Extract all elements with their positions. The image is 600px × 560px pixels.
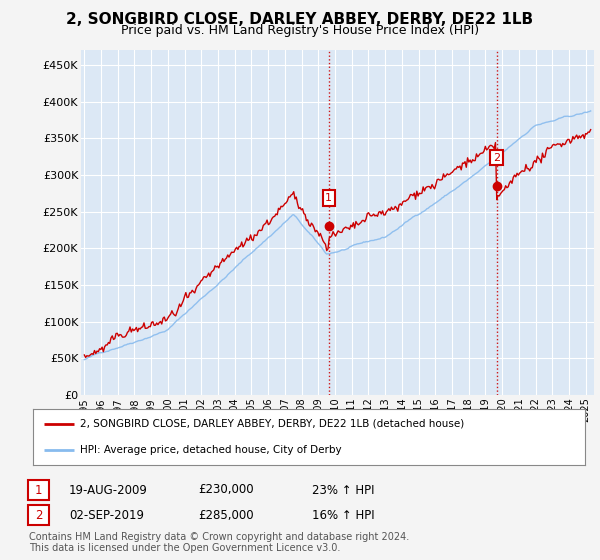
- Text: 19-AUG-2009: 19-AUG-2009: [69, 483, 148, 497]
- Text: HPI: Average price, detached house, City of Derby: HPI: Average price, detached house, City…: [80, 445, 341, 455]
- Text: 16% ↑ HPI: 16% ↑ HPI: [312, 508, 374, 522]
- Text: 1: 1: [325, 193, 332, 203]
- Text: 2, SONGBIRD CLOSE, DARLEY ABBEY, DERBY, DE22 1LB: 2, SONGBIRD CLOSE, DARLEY ABBEY, DERBY, …: [67, 12, 533, 27]
- Text: Contains HM Land Registry data © Crown copyright and database right 2024.
This d: Contains HM Land Registry data © Crown c…: [29, 531, 409, 553]
- Text: 02-SEP-2019: 02-SEP-2019: [69, 508, 144, 522]
- Text: 2, SONGBIRD CLOSE, DARLEY ABBEY, DERBY, DE22 1LB (detached house): 2, SONGBIRD CLOSE, DARLEY ABBEY, DERBY, …: [80, 419, 464, 429]
- Text: 2: 2: [493, 152, 500, 162]
- Text: 2: 2: [35, 508, 42, 522]
- Text: Price paid vs. HM Land Registry's House Price Index (HPI): Price paid vs. HM Land Registry's House …: [121, 24, 479, 37]
- Text: £285,000: £285,000: [198, 508, 254, 522]
- Text: £230,000: £230,000: [198, 483, 254, 497]
- Text: 23% ↑ HPI: 23% ↑ HPI: [312, 483, 374, 497]
- Text: 1: 1: [35, 483, 42, 497]
